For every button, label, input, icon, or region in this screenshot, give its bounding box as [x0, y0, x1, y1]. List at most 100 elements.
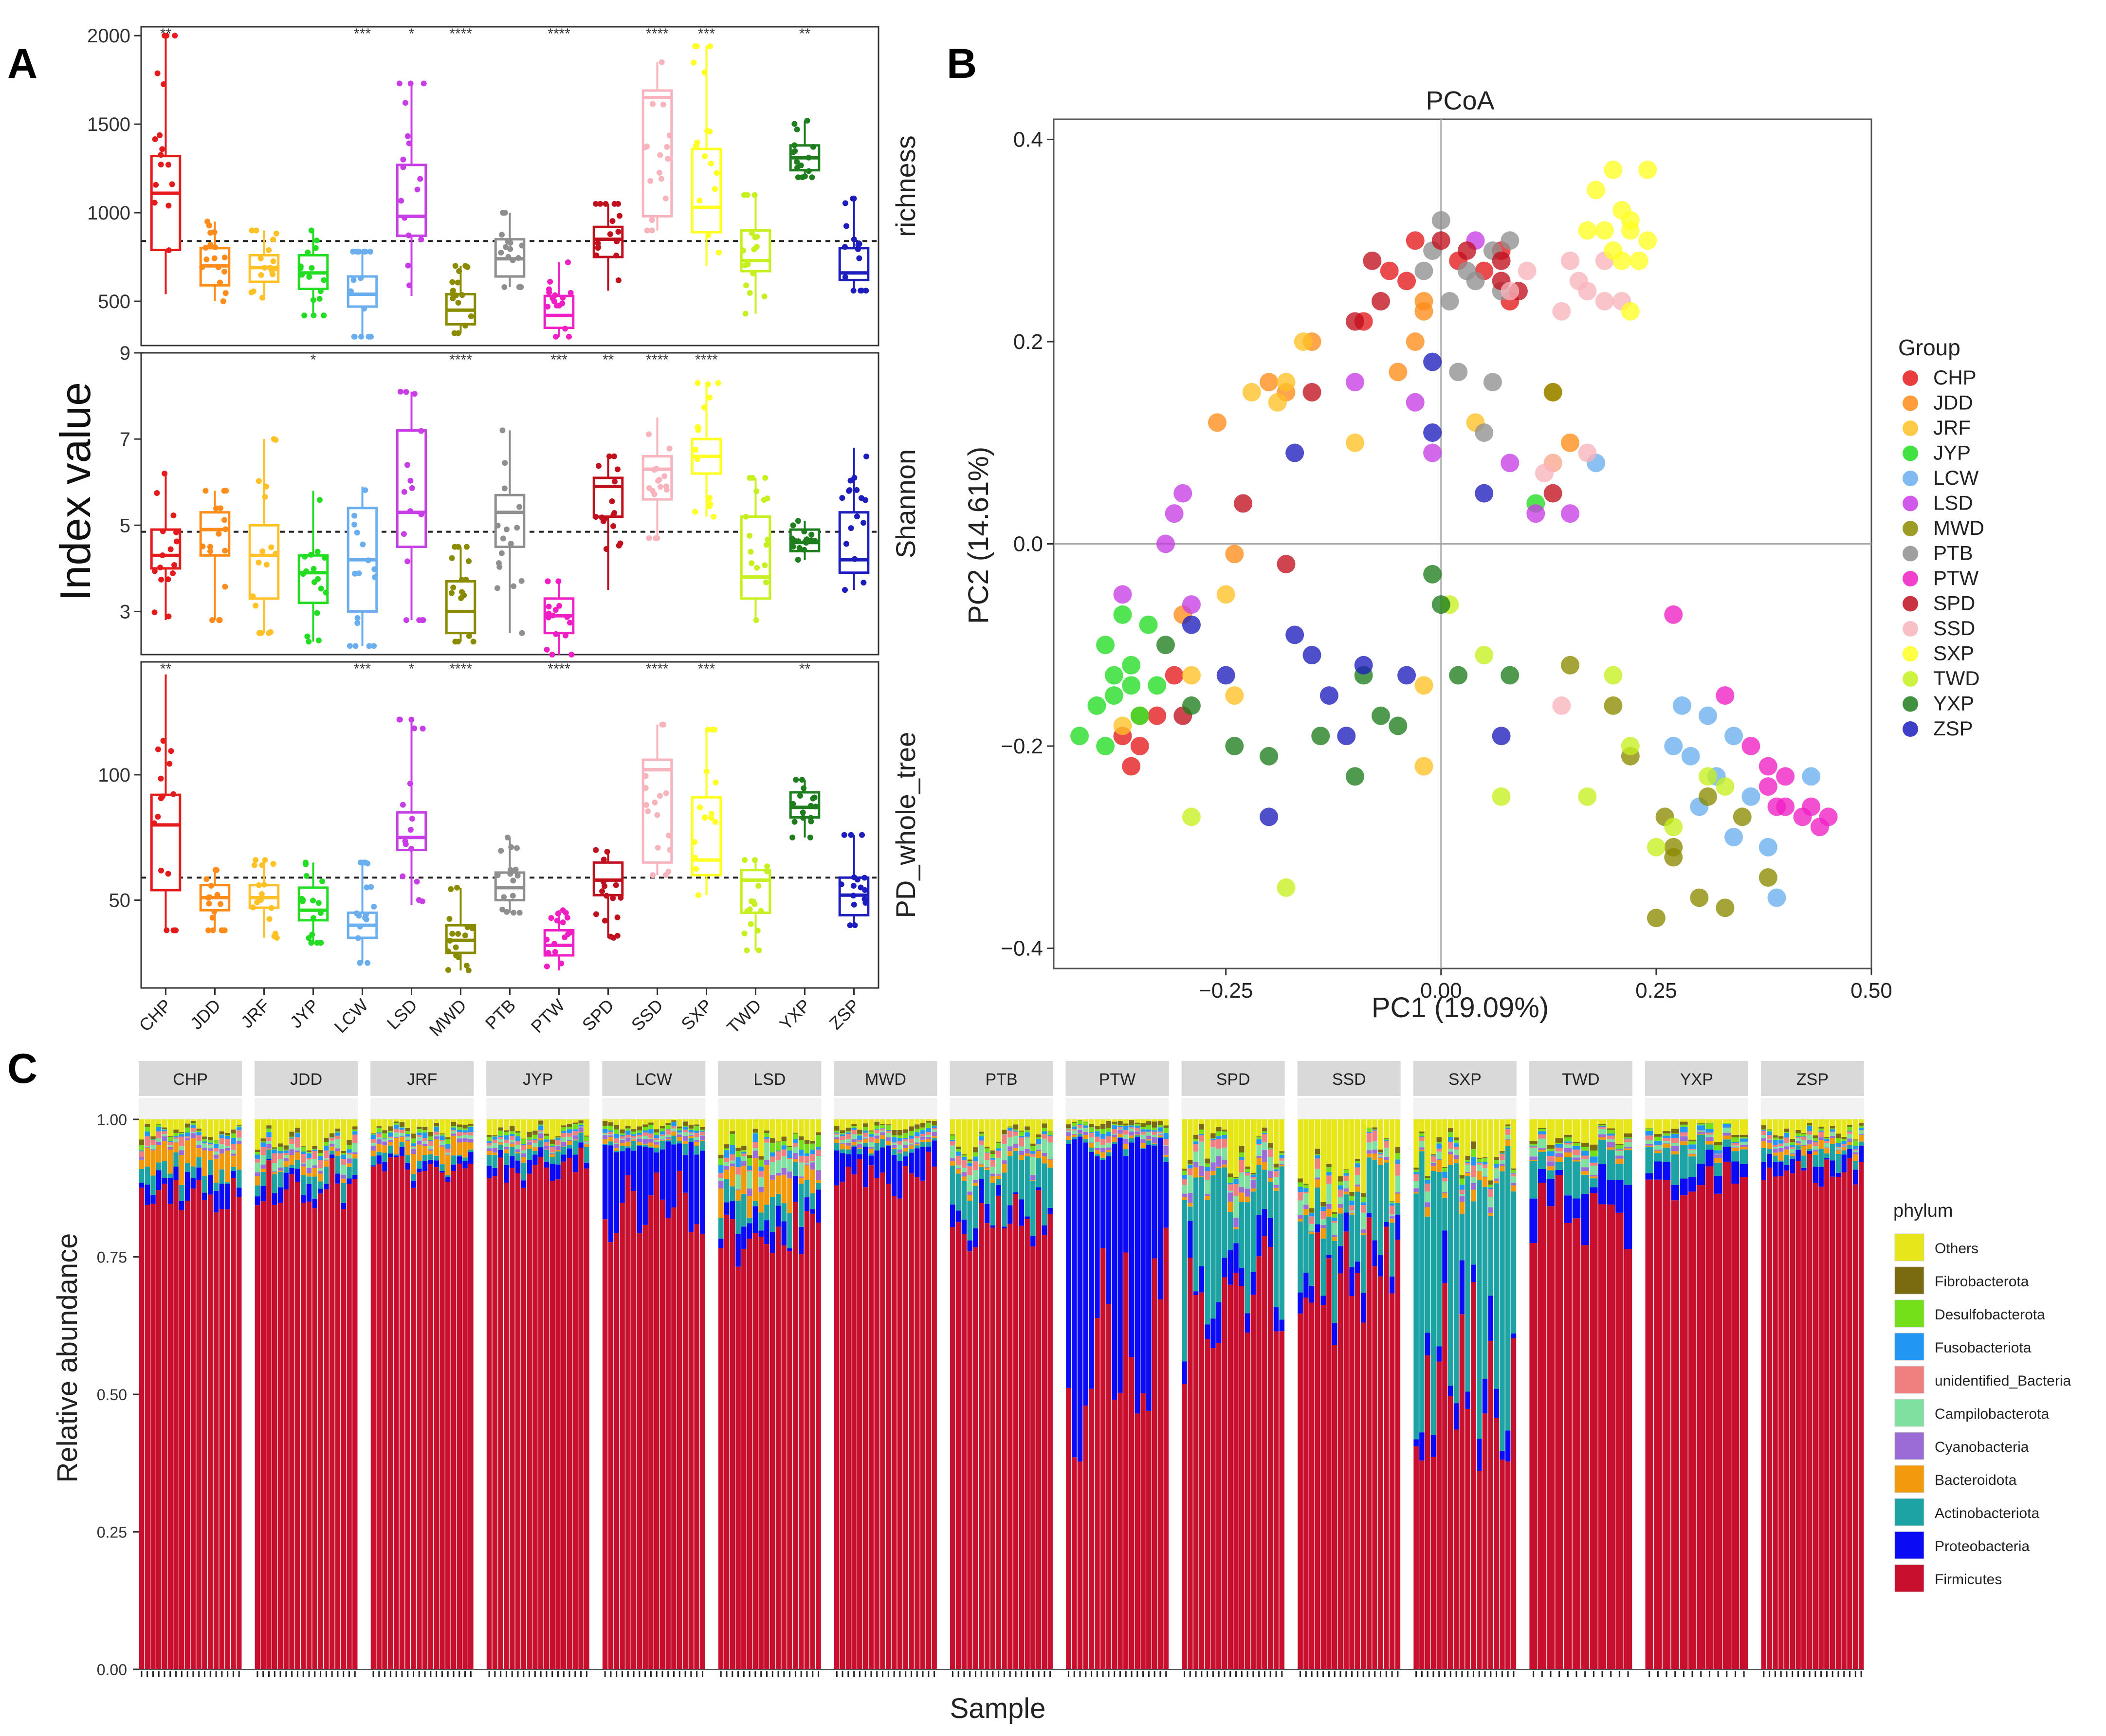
bar-segment	[236, 1124, 242, 1126]
bar-segment	[1360, 1202, 1366, 1206]
bar-segment	[1157, 1132, 1163, 1133]
bar-segment	[1239, 1202, 1245, 1269]
bar-segment	[677, 1128, 682, 1131]
bar-segment	[578, 1148, 584, 1669]
bar-segment	[139, 1159, 145, 1169]
bar-segment	[1529, 1243, 1538, 1669]
bar-segment	[162, 1184, 167, 1669]
significance-label: **	[799, 661, 811, 677]
bar-segment	[909, 1131, 914, 1136]
bar-segment	[318, 1193, 323, 1669]
bar-segment	[1801, 1146, 1807, 1156]
jitter-point	[609, 498, 615, 504]
bar-segment	[1152, 1119, 1157, 1122]
bar-segment	[1135, 1131, 1140, 1134]
bar-segment	[1662, 1141, 1671, 1144]
jitter-point	[751, 246, 757, 253]
bar-segment	[1337, 1119, 1343, 1176]
bar-segment	[521, 1119, 527, 1139]
bar-segment	[1303, 1188, 1309, 1192]
bar-segment	[1546, 1155, 1555, 1161]
bar-segment	[1360, 1233, 1366, 1235]
bar-segment	[1697, 1119, 1705, 1123]
bar-segment	[1298, 1215, 1303, 1219]
bar-segment	[162, 1129, 167, 1132]
bar-segment	[730, 1166, 735, 1187]
jitter-point	[403, 389, 409, 395]
jitter-point	[508, 844, 514, 850]
bar-segment	[1273, 1169, 1279, 1171]
bar-segment	[549, 1147, 555, 1152]
bar-segment	[1488, 1207, 1494, 1213]
bar-segment	[967, 1195, 972, 1201]
bar-segment	[1135, 1135, 1140, 1137]
facet-sample-header	[718, 1098, 822, 1119]
bar-segment	[1778, 1138, 1784, 1140]
bar-segment	[1830, 1126, 1835, 1129]
bar-segment	[608, 1135, 614, 1137]
legend-label: Fusobacteriota	[1935, 1340, 2032, 1356]
bar-segment	[671, 1135, 677, 1145]
jitter-point	[706, 503, 713, 510]
bar-segment	[1697, 1131, 1705, 1132]
bar-segment	[179, 1210, 184, 1669]
bar-segment	[1436, 1361, 1442, 1669]
bar-segment	[1227, 1177, 1233, 1183]
bar-segment	[1442, 1119, 1447, 1167]
bar-segment	[1366, 1119, 1372, 1128]
facet-frame	[140, 26, 879, 347]
data-point	[1423, 443, 1442, 462]
jitter-point	[796, 545, 803, 551]
bar-segment	[504, 1132, 509, 1135]
bar-segment	[1239, 1286, 1245, 1669]
bar-segment	[602, 1143, 608, 1146]
jitter-point	[806, 168, 812, 174]
bar-segment	[932, 1138, 937, 1141]
bar-segment	[1112, 1400, 1117, 1669]
jitter-point	[400, 164, 406, 170]
bar-segment	[1036, 1139, 1042, 1144]
bar-segment	[1790, 1142, 1795, 1145]
bar-segment	[498, 1157, 503, 1669]
bar-segment	[1036, 1119, 1042, 1134]
bar-segment	[150, 1139, 156, 1140]
jitter-point	[267, 629, 274, 635]
bar-segment	[1256, 1119, 1262, 1136]
bar-segment	[602, 1133, 608, 1135]
jitter-point	[353, 910, 360, 916]
bar-segment	[1279, 1152, 1285, 1155]
bar-segment	[190, 1132, 196, 1133]
jitter-point	[744, 947, 750, 953]
bar-segment	[769, 1152, 775, 1157]
jitter-point	[695, 892, 701, 898]
bar-segment	[868, 1153, 874, 1156]
bar-segment	[637, 1133, 642, 1135]
bar-segment	[578, 1132, 584, 1133]
bar-segment	[312, 1168, 318, 1177]
bar-segment	[1077, 1125, 1083, 1128]
bar-segment	[1847, 1138, 1852, 1142]
bar-segment	[405, 1131, 411, 1134]
bar-segment	[1511, 1191, 1517, 1334]
jitter-point	[299, 272, 305, 278]
box-ZSP	[838, 832, 870, 929]
bar-segment	[752, 1233, 758, 1669]
bar-segment	[1511, 1185, 1517, 1192]
bar-segment	[1267, 1247, 1273, 1669]
bar-segment	[277, 1153, 283, 1159]
bar-segment	[1546, 1170, 1555, 1179]
bar-segment	[236, 1188, 242, 1197]
bar-segment	[561, 1127, 567, 1131]
bar-segment	[932, 1129, 937, 1132]
bar-segment	[255, 1150, 260, 1152]
bar-segment	[961, 1168, 967, 1172]
jitter-point	[613, 253, 620, 259]
jitter-point	[350, 277, 357, 283]
bar-segment	[1459, 1214, 1465, 1261]
bar-segment	[445, 1137, 451, 1139]
bar-segment	[1784, 1146, 1790, 1150]
bar-segment	[1795, 1138, 1801, 1141]
box-SXP	[691, 43, 722, 266]
bar-segment	[388, 1153, 393, 1158]
bar-segment	[769, 1174, 775, 1180]
